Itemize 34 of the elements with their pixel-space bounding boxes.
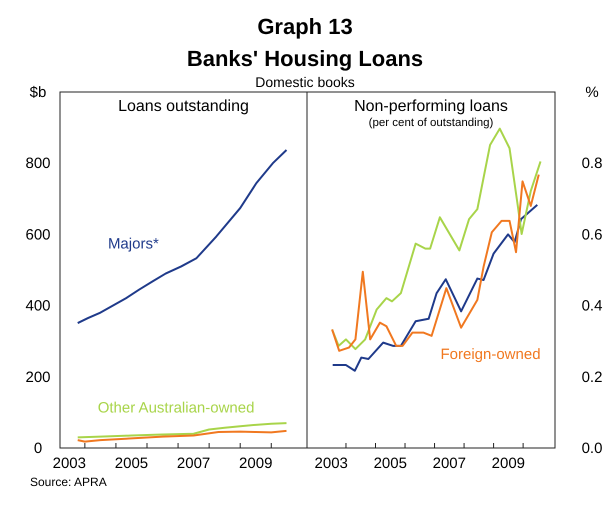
line-series [332, 204, 538, 372]
text: (per cent of outstanding) [368, 117, 494, 129]
y2-tick-label: 0.2 [582, 368, 602, 386]
y-axis-title: $b [30, 84, 46, 101]
text: Domestic books [255, 74, 355, 90]
y-tick-label: 800 [25, 155, 51, 172]
y2-tick-label: 0.0 [582, 440, 602, 457]
caption: Graph 13 [257, 14, 353, 39]
x-tick-label: 2005 [374, 455, 407, 472]
y2-axis-title: % [585, 84, 599, 101]
chart-title: Non-performing loans [354, 98, 508, 115]
line-series [76, 149, 288, 324]
series-label: Other Australian-owned [98, 399, 254, 416]
x-tick-label: 2003 [52, 455, 86, 472]
y2-tick-label: 0.6 [582, 226, 602, 244]
x-tick-label: 2009 [239, 455, 272, 472]
y2-tick-label: 0.8 [582, 155, 602, 172]
x-tick-label: 2007 [432, 455, 466, 472]
chart-title: Loans outstanding [118, 98, 249, 115]
y-tick-label: 0 [34, 440, 42, 457]
x-tick-label: 2005 [114, 455, 148, 472]
series-label: Majors* [108, 236, 159, 253]
x-tick-label: 2009 [492, 455, 526, 472]
series-label: Foreign-owned [440, 346, 541, 363]
text: Banks' Housing Loans [186, 46, 424, 71]
source-note: Source: APRA [30, 475, 107, 489]
y-tick-label: 600 [25, 226, 51, 244]
y-tick-label: 200 [25, 368, 51, 386]
x-tick-label: 2003 [314, 455, 348, 472]
x-tick-label: 2007 [176, 455, 210, 472]
line-series [76, 422, 288, 438]
line-series [76, 430, 288, 443]
y2-tick-label: 0.4 [582, 298, 602, 315]
y-tick-label: 400 [25, 298, 51, 315]
